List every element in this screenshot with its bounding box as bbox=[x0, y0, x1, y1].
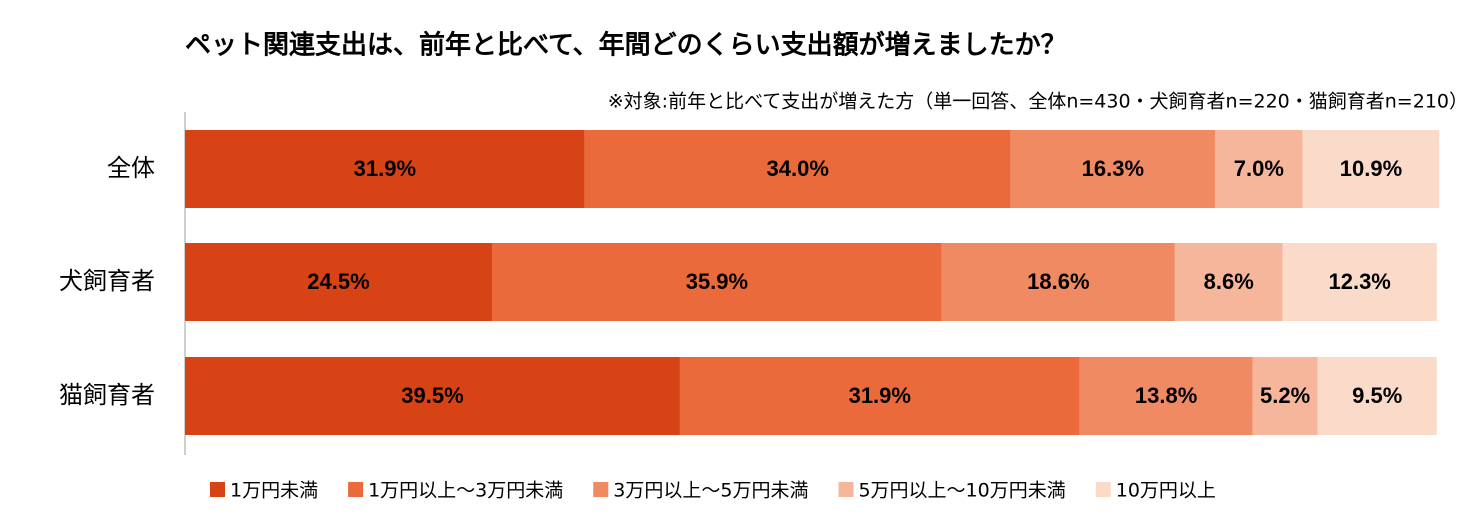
bar-segment bbox=[1010, 130, 1215, 208]
bar-segment bbox=[185, 243, 492, 321]
value-label: 8.6% bbox=[1204, 269, 1254, 294]
value-label: 12.3% bbox=[1328, 269, 1390, 294]
legend-swatch bbox=[838, 482, 854, 497]
legend-label: 10万円以上 bbox=[1116, 480, 1216, 502]
value-label: 34.0% bbox=[767, 156, 829, 181]
legend-swatch bbox=[1095, 482, 1111, 497]
legend-swatch bbox=[593, 482, 609, 497]
value-label: 24.5% bbox=[307, 269, 369, 294]
value-label: 16.3% bbox=[1082, 156, 1144, 181]
bar-segment bbox=[941, 243, 1175, 321]
chart-subtitle: ※対象:前年と比べて支出が増えた方（単一回答、全体n=430・犬飼育者n=220… bbox=[608, 91, 1468, 113]
bar-segment bbox=[491, 243, 942, 321]
bar-segment bbox=[1252, 357, 1318, 435]
value-label: 13.8% bbox=[1135, 383, 1197, 408]
bar-segment bbox=[1282, 243, 1437, 321]
value-label: 39.5% bbox=[401, 383, 463, 408]
value-label: 31.9% bbox=[354, 156, 416, 181]
value-label: 31.9% bbox=[849, 383, 911, 408]
value-label: 9.5% bbox=[1352, 383, 1402, 408]
value-label: 7.0% bbox=[1234, 156, 1284, 181]
bar-segment bbox=[1317, 357, 1437, 435]
bar-segment bbox=[1079, 357, 1253, 435]
value-label: 5.2% bbox=[1260, 383, 1310, 408]
legend-swatch bbox=[348, 482, 364, 497]
bar-segment bbox=[185, 130, 585, 208]
bar-segment bbox=[1214, 130, 1303, 208]
y-tick-label: 猫飼育者 bbox=[59, 381, 155, 409]
legend-label: 3万円以上～5万円未満 bbox=[613, 480, 808, 502]
y-tick-label: 全体 bbox=[107, 154, 155, 182]
bar-segment bbox=[1302, 130, 1440, 208]
bar-segment bbox=[584, 130, 1011, 208]
chart-title: ペット関連支出は、前年と比べて、年間どのくらい支出額が増えましたか？ bbox=[185, 30, 1067, 61]
y-tick-label: 犬飼育者 bbox=[59, 267, 155, 295]
legend-label: 5万円以上～10万円未満 bbox=[858, 480, 1065, 502]
bar-segment bbox=[185, 357, 680, 435]
bar-segment bbox=[1174, 243, 1283, 321]
legend-swatch bbox=[210, 482, 225, 497]
value-label: 18.6% bbox=[1027, 269, 1089, 294]
legend-label: 1万円未満 bbox=[230, 480, 318, 502]
value-label: 35.9% bbox=[686, 269, 748, 294]
bar-segment bbox=[679, 357, 1080, 435]
legend-label: 1万円以上～3万円未満 bbox=[368, 480, 563, 502]
value-label: 10.9% bbox=[1340, 156, 1402, 181]
